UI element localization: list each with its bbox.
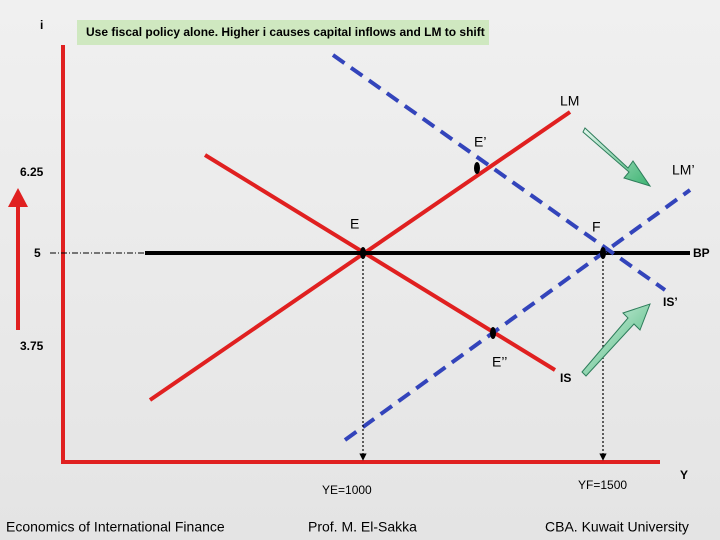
lm-shift-arrow xyxy=(582,127,652,187)
footer-left: Economics of International Finance xyxy=(6,519,225,535)
point-f xyxy=(600,247,606,259)
is-shift-arrow xyxy=(581,303,651,377)
e-label: E xyxy=(350,216,359,232)
point-e xyxy=(360,247,366,259)
header-box xyxy=(77,20,489,45)
is-shifted-curve xyxy=(343,188,692,442)
point-e-prime xyxy=(474,162,480,174)
e-double-prime-label: E’’ xyxy=(492,354,507,370)
y-value-label: 6.25 xyxy=(20,165,44,179)
is-curve xyxy=(203,153,557,372)
x-value-label: YF=1500 xyxy=(578,478,627,492)
f-label: F xyxy=(592,219,601,235)
y-axis-label: i xyxy=(40,18,43,32)
footer-right: CBA. Kuwait University xyxy=(545,519,689,535)
y-value-label: 3.75 xyxy=(20,339,44,353)
e-prime-label: E’ xyxy=(474,134,486,150)
lm-shifted-curve xyxy=(331,53,667,292)
point-e-double-prime xyxy=(490,327,496,339)
rise-arrow-head xyxy=(8,188,28,207)
x-value-label: YE=1000 xyxy=(322,483,372,497)
is-label: IS xyxy=(560,371,571,385)
bp-label: BP xyxy=(693,246,710,260)
is-shifted-label: IS’ xyxy=(663,295,678,309)
lm-label: LM xyxy=(560,93,579,109)
lm-shifted-label: LM’ xyxy=(672,162,695,178)
header-title: Use fiscal policy alone. Higher i causes… xyxy=(86,25,485,39)
x-axis-label: Y xyxy=(680,468,688,482)
y-value-label: 5 xyxy=(34,246,41,260)
lm-curve xyxy=(148,110,572,402)
footer-center: Prof. M. El-Sakka xyxy=(308,519,417,535)
